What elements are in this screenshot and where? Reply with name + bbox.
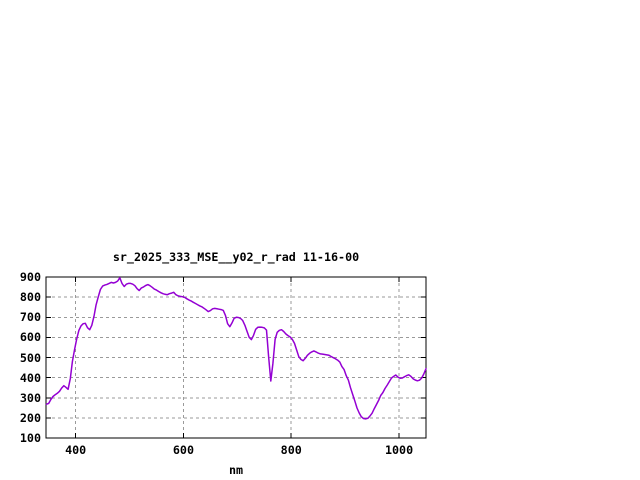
chart-title: sr_2025_333_MSE__y02_r_rad 11-16-00 xyxy=(112,250,360,264)
y-tick-label: 500 xyxy=(19,350,41,365)
x-axis-label: nm xyxy=(228,463,244,477)
y-tick-label: 100 xyxy=(19,431,41,445)
y-tick-label: 300 xyxy=(19,390,41,405)
y-tick-label: 900 xyxy=(19,270,41,284)
y-tick-label: 600 xyxy=(19,330,41,345)
x-tick-label: 800 xyxy=(280,443,302,457)
x-tick-label: 400 xyxy=(65,443,87,457)
y-tick-label: 800 xyxy=(19,290,41,305)
y-tick-label: 400 xyxy=(19,370,41,385)
x-tick-label: 1000 xyxy=(384,443,414,457)
x-tick-label: 600 xyxy=(172,443,194,457)
y-tick-label: 700 xyxy=(19,310,41,325)
y-tick-label: 200 xyxy=(19,410,41,425)
data-line xyxy=(45,277,427,420)
